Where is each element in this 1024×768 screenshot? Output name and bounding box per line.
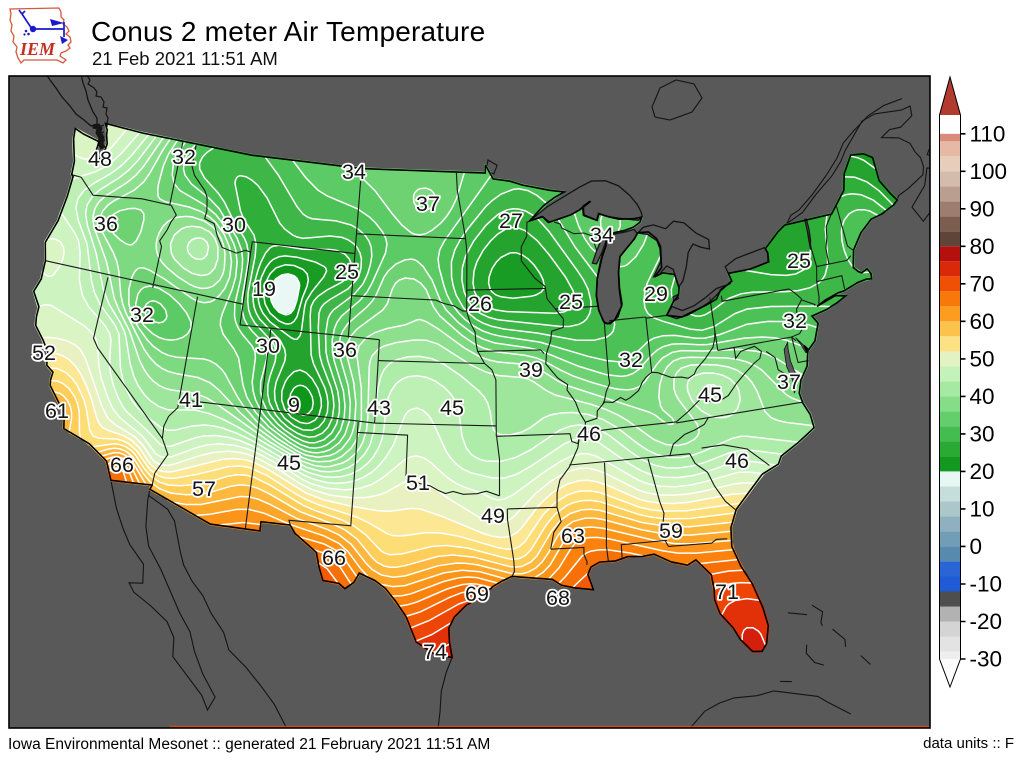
svg-text:61: 61: [45, 399, 69, 423]
svg-text:34: 34: [342, 160, 366, 184]
svg-text:30: 30: [222, 213, 246, 237]
svg-text:26: 26: [468, 292, 492, 316]
svg-text:51: 51: [406, 471, 430, 495]
svg-text:-30: -30: [970, 647, 1003, 672]
svg-text:100: 100: [970, 159, 1008, 184]
svg-text:32: 32: [130, 303, 154, 327]
svg-text:36: 36: [333, 338, 357, 362]
svg-text:9: 9: [288, 393, 300, 417]
svg-text:32: 32: [783, 309, 807, 333]
svg-text:45: 45: [277, 451, 301, 475]
svg-text:19: 19: [252, 277, 276, 301]
svg-text:45: 45: [440, 396, 464, 420]
svg-text:80: 80: [970, 234, 995, 259]
svg-text:36: 36: [94, 212, 118, 236]
svg-text:46: 46: [577, 422, 601, 446]
svg-text:37: 37: [777, 370, 801, 394]
svg-text:32: 32: [619, 348, 643, 372]
svg-text:10: 10: [970, 496, 995, 521]
svg-text:70: 70: [970, 271, 995, 296]
svg-text:27: 27: [499, 209, 523, 233]
svg-text:71: 71: [715, 580, 739, 604]
svg-text:48: 48: [88, 147, 112, 171]
svg-text:66: 66: [322, 546, 346, 570]
svg-text:IEM: IEM: [19, 39, 56, 59]
svg-text:25: 25: [335, 260, 359, 284]
svg-text:30: 30: [970, 421, 995, 446]
svg-text:66: 66: [110, 453, 134, 477]
svg-text:43: 43: [367, 396, 391, 420]
svg-text:49: 49: [481, 504, 505, 528]
svg-text:30: 30: [256, 334, 280, 358]
svg-text:110: 110: [970, 121, 1006, 146]
svg-text:57: 57: [192, 477, 216, 501]
svg-text:60: 60: [970, 309, 995, 334]
svg-text:25: 25: [787, 249, 811, 273]
svg-text:90: 90: [970, 196, 995, 221]
svg-text:25: 25: [559, 290, 583, 314]
svg-text:68: 68: [546, 586, 570, 610]
svg-text:45: 45: [698, 383, 722, 407]
svg-text:63: 63: [561, 524, 585, 548]
svg-text:40: 40: [970, 384, 995, 409]
svg-text:41: 41: [179, 388, 203, 412]
svg-text:Iowa Environmental Mesonet ::: Iowa Environmental Mesonet :: generated …: [8, 736, 490, 753]
svg-text:29: 29: [644, 282, 668, 306]
svg-text:74: 74: [423, 640, 447, 664]
svg-text:34: 34: [590, 223, 614, 247]
svg-text:59: 59: [659, 519, 683, 543]
svg-text:21 Feb 2021 11:51 AM: 21 Feb 2021 11:51 AM: [92, 48, 278, 69]
svg-text:-10: -10: [970, 572, 1003, 597]
svg-text:20: 20: [970, 459, 995, 484]
svg-text:69: 69: [465, 582, 489, 606]
svg-text:50: 50: [970, 346, 995, 371]
svg-text:-20: -20: [970, 609, 1003, 634]
svg-text:46: 46: [725, 449, 749, 473]
svg-text:39: 39: [519, 358, 543, 382]
svg-text:32: 32: [172, 145, 196, 169]
svg-text:52: 52: [32, 341, 56, 365]
svg-text:Conus 2 meter Air Temperature: Conus 2 meter Air Temperature: [91, 16, 485, 47]
svg-text:data units :: F: data units :: F: [923, 735, 1014, 752]
svg-text:0: 0: [970, 534, 983, 559]
svg-text:37: 37: [416, 192, 440, 216]
